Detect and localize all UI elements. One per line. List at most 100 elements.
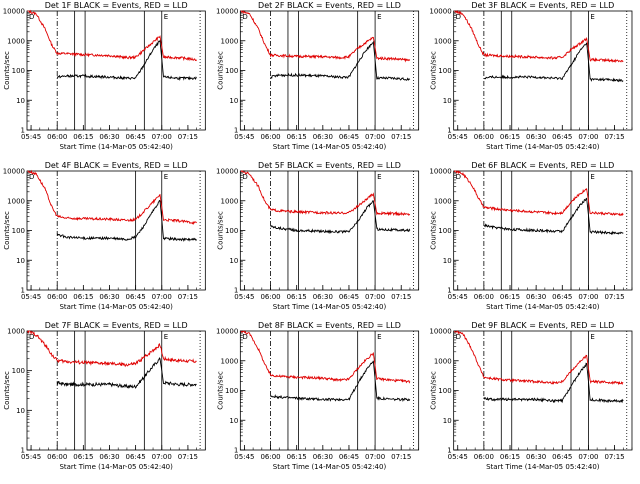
panel-5: Det 5F BLACK = Events, RED = LLD 1 10 100 10… bbox=[216, 161, 420, 311]
x-tick-label: 07:15 bbox=[391, 293, 411, 301]
y-tick-label: 100 bbox=[225, 227, 238, 235]
y-tick-label: 10000 bbox=[216, 8, 238, 16]
x-axis-label: Start Time (14-Mar-05 05:42:40) bbox=[486, 463, 600, 471]
x-tick-label: 06:45 bbox=[552, 293, 572, 301]
x-tick-label: 06:15 bbox=[287, 293, 307, 301]
x-tick-label: 06:30 bbox=[99, 133, 119, 141]
y-tick-label: 1000 bbox=[221, 37, 239, 45]
corner-label-left: D bbox=[456, 333, 461, 341]
y-tick-label: 10000 bbox=[429, 8, 451, 16]
corner-label-right: E bbox=[377, 333, 381, 341]
x-axis-label: Start Time (14-Mar-05 05:42:40) bbox=[486, 143, 600, 151]
y-tick-label: 100 bbox=[438, 227, 451, 235]
x-tick-label: 06:45 bbox=[339, 293, 359, 301]
y-tick-label: 1 bbox=[234, 287, 238, 295]
y-tick-label: 10 bbox=[229, 417, 238, 425]
y-tick-label: 10000 bbox=[216, 168, 238, 176]
y-tick-label: 1 bbox=[447, 287, 451, 295]
x-axis-label: Start Time (14-Mar-05 05:42:40) bbox=[59, 143, 173, 151]
y-tick-label: 10 bbox=[443, 417, 452, 425]
plot-frame bbox=[453, 330, 633, 451]
panel-7: Det 7F BLACK = Events, RED = LLD 1 10 100 10… bbox=[3, 321, 206, 471]
y-tick-label: 100 bbox=[12, 227, 25, 235]
y-tick-label: 100 bbox=[12, 367, 25, 375]
corner-label-right: E bbox=[377, 13, 381, 21]
y-axis-label: Counts/sec bbox=[430, 211, 438, 250]
x-tick-label: 06:15 bbox=[500, 133, 520, 141]
x-tick-label: 06:30 bbox=[526, 293, 546, 301]
x-tick-label: 07:15 bbox=[604, 293, 624, 301]
x-tick-label: 06:45 bbox=[339, 133, 359, 141]
x-tick-label: 06:30 bbox=[313, 293, 333, 301]
x-tick-label: 07:15 bbox=[178, 293, 198, 301]
x-tick-label: 07:00 bbox=[578, 133, 598, 141]
x-tick-label: 06:45 bbox=[339, 453, 359, 461]
series-line-red bbox=[453, 170, 624, 217]
x-tick-label: 05:45 bbox=[21, 133, 41, 141]
y-tick-label: 100 bbox=[438, 387, 451, 395]
y-tick-label: 1000 bbox=[7, 197, 25, 205]
x-tick-label: 06:00 bbox=[260, 453, 280, 461]
panel-1: Det 1F BLACK = Events, RED = LLD 1 10 100 10… bbox=[3, 1, 206, 151]
plot-frame bbox=[26, 10, 206, 131]
series-line-red bbox=[27, 169, 197, 225]
series-line-black bbox=[270, 40, 411, 82]
corner-label-right: E bbox=[590, 333, 594, 341]
y-tick-label: 1 bbox=[234, 447, 238, 455]
panel-title: Det 7F BLACK = Events, RED = LLD bbox=[45, 321, 188, 330]
plot-frame bbox=[239, 330, 420, 451]
panel-title: Det 1F BLACK = Events, RED = LLD bbox=[45, 1, 188, 10]
x-tick-label: 06:30 bbox=[526, 453, 546, 461]
panel-9: Det 9F BLACK = Events, RED = LLD 1 10 100 10… bbox=[429, 321, 633, 471]
y-axis-label: Counts/sec bbox=[216, 371, 224, 410]
y-tick-label: 100 bbox=[225, 387, 238, 395]
panel-4: Det 4F BLACK = Events, RED = LLD 1 10 100 10… bbox=[3, 161, 206, 311]
y-tick-label: 1000 bbox=[434, 37, 452, 45]
series-line-black bbox=[56, 199, 197, 243]
panel-title: Det 8F BLACK = Events, RED = LLD bbox=[258, 321, 401, 330]
x-tick-label: 07:15 bbox=[391, 133, 411, 141]
panel-2: Det 2F BLACK = Events, RED = LLD 1 10 100 10… bbox=[216, 1, 420, 151]
y-tick-label: 1 bbox=[21, 287, 25, 295]
corner-label-left: D bbox=[29, 13, 34, 21]
plot-frame bbox=[26, 330, 206, 451]
y-tick-label: 1 bbox=[21, 127, 25, 135]
x-tick-label: 06:00 bbox=[47, 453, 67, 461]
x-tick-label: 06:30 bbox=[99, 453, 119, 461]
y-tick-label: 10000 bbox=[429, 328, 451, 336]
series-line-red bbox=[240, 330, 411, 384]
y-tick-label: 1000 bbox=[221, 197, 239, 205]
x-axis-label: Start Time (14-Mar-05 05:42:40) bbox=[273, 303, 387, 311]
x-tick-label: 05:45 bbox=[234, 133, 254, 141]
x-tick-label: 05:45 bbox=[21, 293, 41, 301]
x-tick-label: 06:30 bbox=[313, 133, 333, 141]
corner-label-right: E bbox=[164, 13, 168, 21]
x-tick-label: 05:45 bbox=[448, 133, 468, 141]
x-axis-label: Start Time (14-Mar-05 05:42:40) bbox=[273, 143, 387, 151]
corner-label-left: D bbox=[29, 333, 34, 341]
y-tick-label: 1000 bbox=[434, 197, 452, 205]
x-tick-label: 06:15 bbox=[500, 453, 520, 461]
y-tick-label: 10000 bbox=[3, 168, 25, 176]
y-tick-label: 10 bbox=[16, 257, 25, 265]
y-tick-label: 10000 bbox=[3, 8, 25, 16]
series-line-red bbox=[27, 9, 197, 62]
x-axis-label: Start Time (14-Mar-05 05:42:40) bbox=[486, 303, 600, 311]
panel-8: Det 8F BLACK = Events, RED = LLD 1 10 100 10… bbox=[216, 321, 420, 471]
x-tick-label: 06:45 bbox=[126, 133, 146, 141]
x-tick-label: 06:00 bbox=[47, 133, 67, 141]
x-tick-label: 06:15 bbox=[73, 453, 93, 461]
x-axis-label: Start Time (14-Mar-05 05:42:40) bbox=[59, 463, 173, 471]
y-tick-label: 1 bbox=[21, 447, 25, 455]
plot-frame bbox=[239, 10, 420, 131]
corner-label-right: E bbox=[590, 173, 594, 181]
y-axis-label: Counts/sec bbox=[3, 51, 11, 90]
x-tick-label: 07:15 bbox=[604, 133, 624, 141]
series-line-red bbox=[27, 330, 197, 368]
x-tick-label: 07:00 bbox=[365, 293, 385, 301]
x-tick-label: 05:45 bbox=[21, 453, 41, 461]
x-tick-label: 05:45 bbox=[234, 293, 254, 301]
x-tick-label: 06:45 bbox=[552, 133, 572, 141]
